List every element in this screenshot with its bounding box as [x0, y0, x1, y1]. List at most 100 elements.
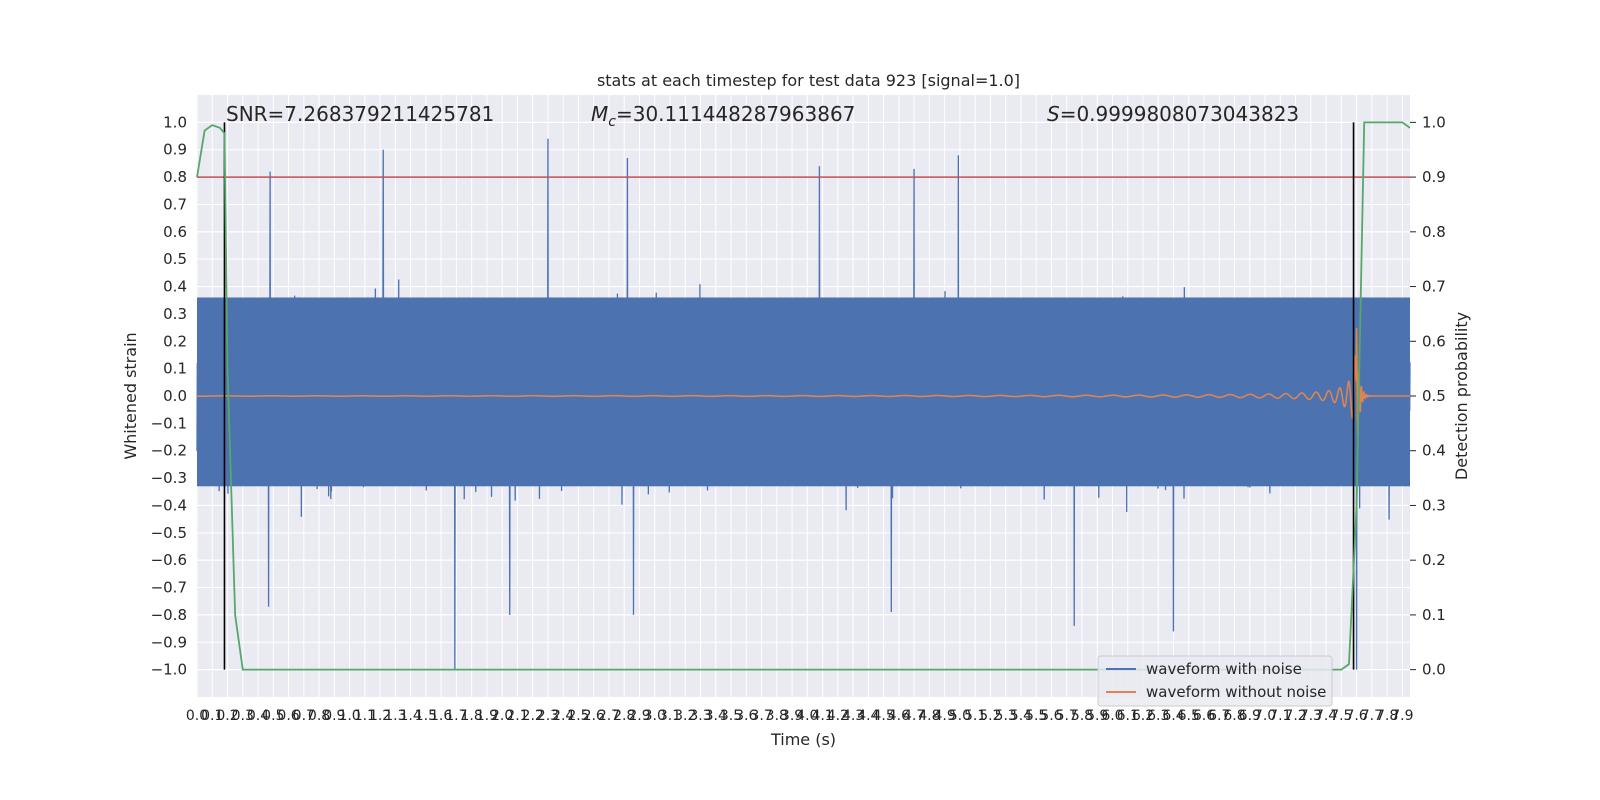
- x-tick-label: 2.3: [537, 708, 559, 724]
- chirp-mass-value: =30.111448287963867: [616, 102, 855, 126]
- y2-tick-label: 0.8: [1422, 223, 1446, 241]
- x-tick-label: 2.7: [598, 708, 620, 724]
- x-tick-label: 7.5: [1330, 708, 1352, 724]
- series-detection-probability: [196, 121, 1411, 671]
- y-tick-label: 0.5: [163, 250, 187, 268]
- x-tick-label: 1.9: [476, 708, 498, 724]
- x-tick-label: 5.1: [964, 708, 986, 724]
- x-tick-label: 2.5: [567, 708, 589, 724]
- x-tick-label: 7.3: [1300, 708, 1322, 724]
- x-tick-label: 3.2: [674, 708, 696, 724]
- x-tick-label: 6.0: [1101, 708, 1123, 724]
- x-tick-label: 4.4: [857, 708, 879, 724]
- x-tick-label: 1.4: [399, 708, 421, 724]
- x-tick-label: 4.2: [827, 708, 849, 724]
- y2-tick-label: 0.4: [1422, 442, 1446, 460]
- x-tick-label: 1.6: [430, 708, 452, 724]
- x-tick-label: 6.1: [1117, 708, 1139, 724]
- left-axis-ticks: −1.0 −0.9 −0.8 −0.7 −0.6 −0.5 −0.4 −0.3 −0.2 −0.1…: [151, 113, 187, 678]
- x-tick-label: 1.8: [461, 708, 483, 724]
- x-tick-label: 7.6: [1345, 708, 1367, 724]
- y-tick-label: 0.2: [163, 332, 187, 350]
- x-tick-label: 4.5: [872, 708, 894, 724]
- x-tick-label: 4.1: [811, 708, 833, 724]
- x-tick-label: 1.7: [445, 708, 467, 724]
- y2-tick-label: 0.0: [1422, 661, 1446, 679]
- legend-box: [1097, 655, 1333, 707]
- x-tick-label: 3.1: [659, 708, 681, 724]
- x-axis-label: Time (s): [770, 730, 836, 749]
- x-tick-label: 5.6: [1040, 708, 1062, 724]
- legend: waveform with noise waveform without noi…: [1097, 655, 1333, 707]
- y-tick-label: −0.6: [151, 551, 187, 569]
- x-tick-label: 4.7: [903, 708, 925, 724]
- right-axis-ticks: 0.0 0.1 0.2 0.3 0.4 0.5 0.6 0.7 0.8 0.9 1.0: [1410, 113, 1446, 679]
- x-tick-label: 1.1: [354, 708, 376, 724]
- y-tick-label: 0.6: [163, 223, 187, 241]
- y-tick-label: 0.3: [163, 305, 187, 323]
- x-tick-label: 6.7: [1208, 708, 1230, 724]
- x-tick-label: 4.6: [888, 708, 910, 724]
- x-tick-label: 5.2: [979, 708, 1001, 724]
- chirp-mass-annotation: Mc=30.111448287963867: [591, 102, 855, 130]
- chirp-mass-symbol: M: [591, 102, 608, 126]
- y-tick-label: 0.9: [163, 141, 187, 159]
- x-tick-label: 6.9: [1239, 708, 1261, 724]
- y-axis-label: Whitened strain: [121, 332, 140, 459]
- x-tick-label: 6.4: [1162, 708, 1184, 724]
- y-tick-label: 1.0: [163, 113, 187, 131]
- series-waveform-with-noise: [196, 138, 1411, 670]
- x-tick-label: 2.9: [628, 708, 650, 724]
- y-tick-label: −0.8: [151, 606, 187, 624]
- y-tick-label: −0.2: [151, 442, 187, 460]
- x-tick-label: 3.6: [735, 708, 757, 724]
- clean-trace: [196, 327, 1410, 439]
- x-tick-label: 2.0: [491, 708, 513, 724]
- x-tick-label: 1.0: [338, 708, 360, 724]
- x-tick-label: 3.9: [781, 708, 803, 724]
- y2-axis-label: Detection probability: [1452, 312, 1471, 480]
- x-tick-label: 2.1: [506, 708, 528, 724]
- x-tick-label: 4.0: [796, 708, 818, 724]
- x-tick-label: 6.3: [1147, 708, 1169, 724]
- x-tick-label: 4.9: [934, 708, 956, 724]
- y-tick-label: 0.1: [163, 360, 187, 378]
- legend-label-noise: waveform with noise: [1146, 660, 1302, 678]
- x-tick-label: 7.9: [1391, 708, 1413, 724]
- x-tick-label: 5.7: [1056, 708, 1078, 724]
- y2-tick-label: 1.0: [1422, 113, 1446, 131]
- x-tick-label: 3.0: [644, 708, 666, 724]
- x-tick-label: 0.9: [323, 708, 345, 724]
- x-tick-label: 0.4: [247, 708, 269, 724]
- x-tick-label: 7.7: [1361, 708, 1383, 724]
- x-tick-label: 6.5: [1178, 708, 1200, 724]
- x-tick-label: 3.7: [750, 708, 772, 724]
- legend-label-clean: waveform without noise: [1146, 683, 1326, 701]
- y-tick-label: −0.1: [151, 414, 187, 432]
- noise-trace: [196, 138, 1411, 670]
- x-tick-label: 6.6: [1193, 708, 1215, 724]
- x-tick-label: 3.5: [720, 708, 742, 724]
- x-tick-label: 1.2: [369, 708, 391, 724]
- x-tick-label: 3.3: [689, 708, 711, 724]
- x-tick-label: 5.0: [949, 708, 971, 724]
- x-tick-label: 6.8: [1223, 708, 1245, 724]
- x-tick-label: 2.8: [613, 708, 635, 724]
- series-waveform-without-noise: [196, 327, 1410, 439]
- x-tick-label: 4.8: [918, 708, 940, 724]
- x-tick-label: 0.1: [201, 708, 223, 724]
- x-tick-label: 2.2: [522, 708, 544, 724]
- y-tick-label: 0.8: [163, 168, 187, 186]
- x-tick-label: 7.4: [1315, 708, 1337, 724]
- x-tick-label: 7.2: [1284, 708, 1306, 724]
- x-tick-label: 0.6: [277, 708, 299, 724]
- x-tick-label: 4.3: [842, 708, 864, 724]
- probability-trace: [196, 121, 1411, 671]
- x-tick-label: 0.8: [308, 708, 330, 724]
- x-tick-label: 5.5: [1025, 708, 1047, 724]
- chirp-mass-subscript: c: [608, 114, 616, 130]
- x-axis-ticks: 0.00.10.20.30.40.50.60.70.80.91.01.11.21…: [186, 708, 1414, 724]
- x-tick-label: 5.4: [1010, 708, 1032, 724]
- x-tick-label: 5.9: [1086, 708, 1108, 724]
